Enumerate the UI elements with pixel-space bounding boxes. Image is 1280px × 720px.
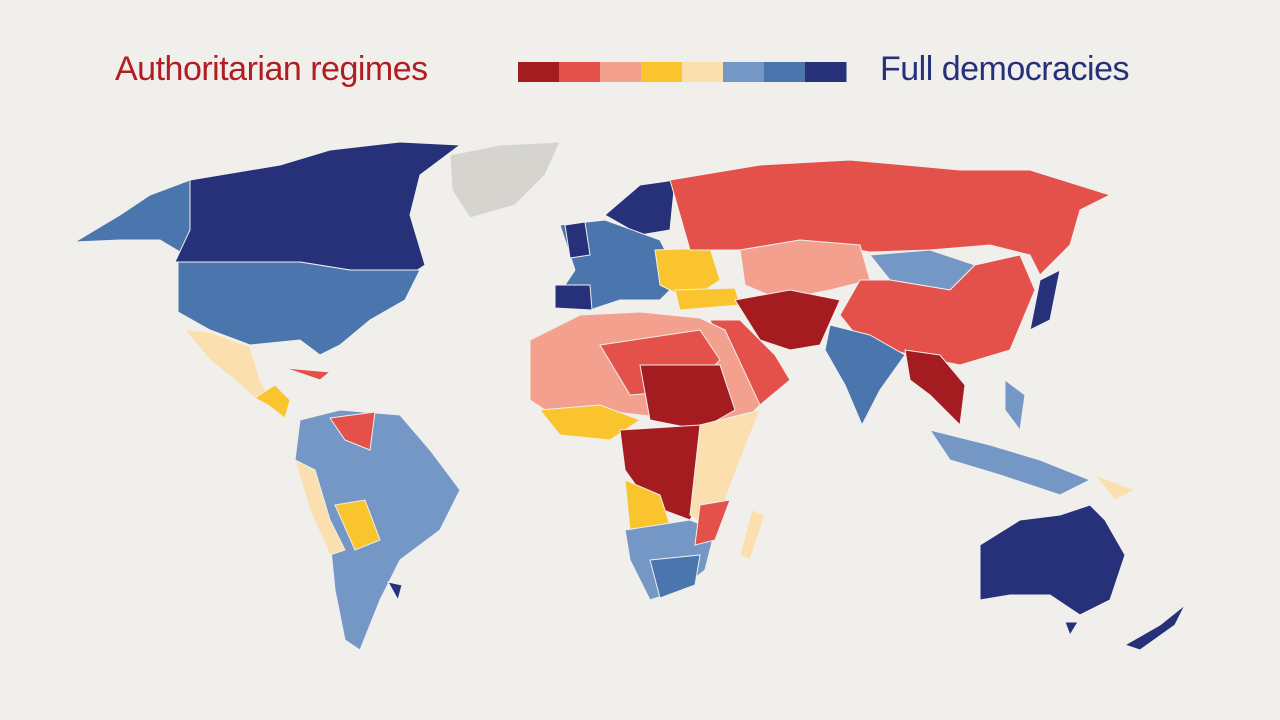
philippines: [1004, 379, 1026, 432]
andes: [294, 459, 346, 556]
legend-swatch: [641, 62, 683, 82]
world-map: [74, 141, 1186, 651]
new-zealand: [1123, 604, 1186, 651]
madagascar: [739, 509, 766, 561]
central-america: [254, 384, 291, 419]
india: [824, 324, 906, 427]
south-africa: [649, 554, 701, 599]
korea-japan: [1029, 269, 1061, 331]
greenland: [449, 141, 561, 219]
cuba: [284, 367, 332, 381]
central-asia: [739, 239, 871, 301]
legend-swatch: [518, 62, 560, 82]
legend-left-label: Authoritarian regimes: [115, 50, 428, 88]
usa: [177, 261, 421, 356]
legend-swatch: [764, 62, 806, 82]
russia: [669, 159, 1112, 276]
legend-swatch: [559, 62, 601, 82]
legend-right-label: Full democracies: [880, 50, 1129, 88]
tasmania: [1064, 621, 1079, 637]
east-africa: [689, 409, 761, 526]
sudan-chad: [639, 364, 736, 431]
legend-scale: [518, 62, 847, 82]
legend-swatch: [600, 62, 642, 82]
papua: [1093, 473, 1137, 501]
bolivia: [334, 499, 381, 551]
indonesia: [928, 429, 1092, 496]
venezuela: [329, 411, 376, 451]
legend-swatch: [682, 62, 724, 82]
southeast-asia: [904, 349, 966, 427]
uk: [564, 221, 591, 259]
legend-swatch: [805, 62, 847, 82]
uruguay: [387, 581, 403, 602]
australia: [979, 504, 1126, 616]
legend-swatch: [723, 62, 765, 82]
mozambique: [694, 499, 731, 546]
iberia: [554, 284, 593, 311]
